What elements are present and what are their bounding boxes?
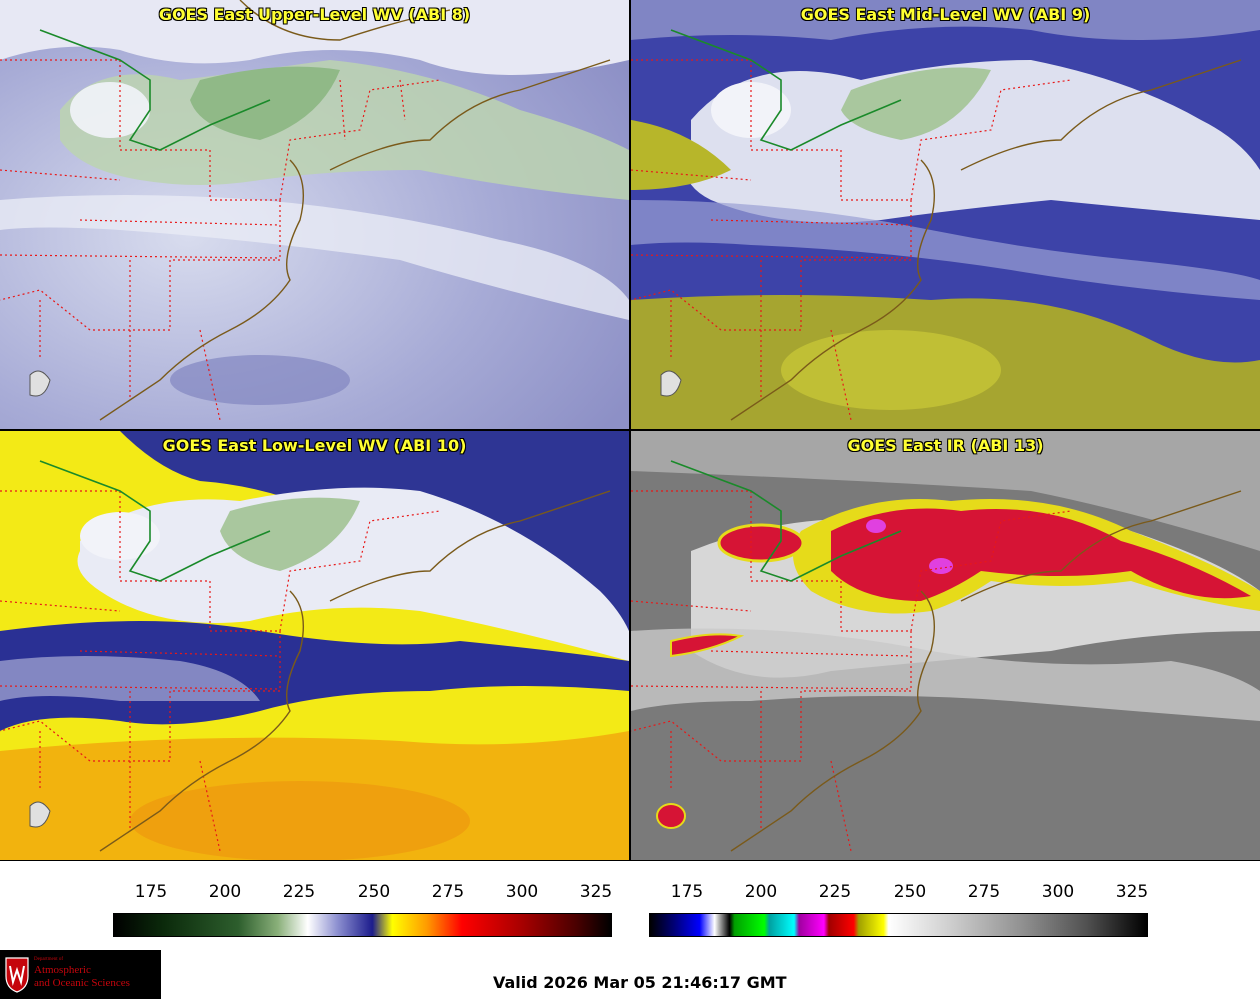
tick-label: 175 <box>134 882 168 902</box>
mid-level-wv-image <box>631 0 1260 429</box>
tick-label: 225 <box>282 882 316 902</box>
tick-label: 325 <box>1115 882 1149 902</box>
panel-title: GOES East Mid-Level WV (ABI 9) <box>800 5 1091 24</box>
tick-label: 200 <box>208 882 242 902</box>
panel-title: GOES East Low-Level WV (ABI 10) <box>162 436 467 455</box>
logo-dept: Department of <box>34 957 64 962</box>
valid-time: Valid 2026 Mar 05 21:46:17 GMT <box>493 973 787 992</box>
logo-line1: Atmospheric <box>34 964 91 976</box>
panel-title: GOES East Upper-Level WV (ABI 8) <box>158 5 471 24</box>
tick-label: 300 <box>1041 882 1075 902</box>
logo-line2: and Oceanic Sciences <box>34 977 130 989</box>
tick-label: 200 <box>744 882 778 902</box>
tick-label: 325 <box>579 882 613 902</box>
low-level-wv-image <box>0 431 629 860</box>
wv-colorbar-ticks: 175 200 225 250 275 300 325 <box>113 882 612 922</box>
wv-colorbar <box>113 913 612 937</box>
tick-label: 300 <box>505 882 539 902</box>
low-level-wv-panel: GOES East Low-Level WV (ABI 10) <box>0 430 630 861</box>
tick-label: 250 <box>893 882 927 902</box>
tick-label: 275 <box>967 882 1001 902</box>
uw-crest-icon <box>5 957 29 993</box>
panel-title: GOES East IR (ABI 13) <box>847 436 1044 455</box>
tick-label: 175 <box>670 882 704 902</box>
tick-label: 275 <box>431 882 465 902</box>
ir-colorbar <box>649 913 1148 937</box>
ir-colorbar-ticks: 175 200 225 250 275 300 325 <box>649 882 1148 922</box>
upper-level-wv-panel: GOES East Upper-Level WV (ABI 8) <box>0 0 630 430</box>
mid-level-wv-panel: GOES East Mid-Level WV (ABI 9) <box>630 0 1260 430</box>
tick-label: 250 <box>357 882 391 902</box>
aos-logo: Department of Atmospheric and Oceanic Sc… <box>0 950 161 999</box>
ir-panel: GOES East IR (ABI 13) <box>630 430 1260 861</box>
upper-level-wv-image <box>0 0 629 429</box>
tick-label: 225 <box>818 882 852 902</box>
ir-image <box>631 431 1260 860</box>
